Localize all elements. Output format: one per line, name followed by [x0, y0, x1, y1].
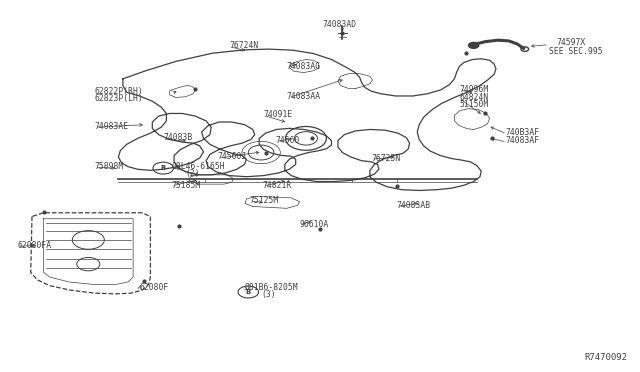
Text: B: B	[161, 165, 166, 171]
Text: 74083AF: 74083AF	[506, 136, 540, 145]
Text: 74083AE: 74083AE	[95, 122, 129, 131]
Text: (3): (3)	[261, 290, 276, 299]
Text: 62822P(RH): 62822P(RH)	[95, 87, 143, 96]
Text: R7470092: R7470092	[584, 353, 627, 362]
Text: 64824N: 64824N	[460, 93, 489, 102]
Text: 74083AA: 74083AA	[287, 92, 321, 101]
Circle shape	[468, 42, 479, 48]
Text: 62823P(LH): 62823P(LH)	[95, 94, 143, 103]
Text: 74560J: 74560J	[218, 153, 247, 161]
Text: 74996M: 74996M	[460, 85, 489, 94]
Text: 75125M: 75125M	[250, 196, 279, 205]
Text: (2): (2)	[186, 169, 200, 178]
Text: 75185M: 75185M	[172, 181, 201, 190]
Text: 96610A: 96610A	[300, 220, 329, 229]
Text: 74083AG: 74083AG	[287, 62, 321, 71]
Text: 74091E: 74091E	[264, 110, 293, 119]
Text: 74083AD: 74083AD	[322, 20, 356, 29]
Text: 74560: 74560	[275, 136, 300, 145]
Text: 76725N: 76725N	[371, 154, 401, 163]
Text: 62080F: 62080F	[140, 283, 169, 292]
Text: 740B3AF: 740B3AF	[506, 128, 540, 137]
Text: 74597X: 74597X	[557, 38, 586, 47]
Text: 62080FA: 62080FA	[17, 241, 51, 250]
Text: 74083B: 74083B	[163, 133, 193, 142]
Text: B: B	[246, 289, 251, 295]
Text: 76724N: 76724N	[229, 41, 259, 50]
Text: 08L46-6165H: 08L46-6165H	[172, 162, 225, 171]
Text: 081B6-8205M: 081B6-8205M	[244, 283, 298, 292]
Text: 75898M: 75898M	[95, 162, 124, 171]
Text: 51150M: 51150M	[460, 100, 489, 109]
Text: 74083AB: 74083AB	[397, 201, 431, 210]
Text: 74821R: 74821R	[262, 181, 292, 190]
Text: SEE SEC.995: SEE SEC.995	[549, 47, 603, 56]
